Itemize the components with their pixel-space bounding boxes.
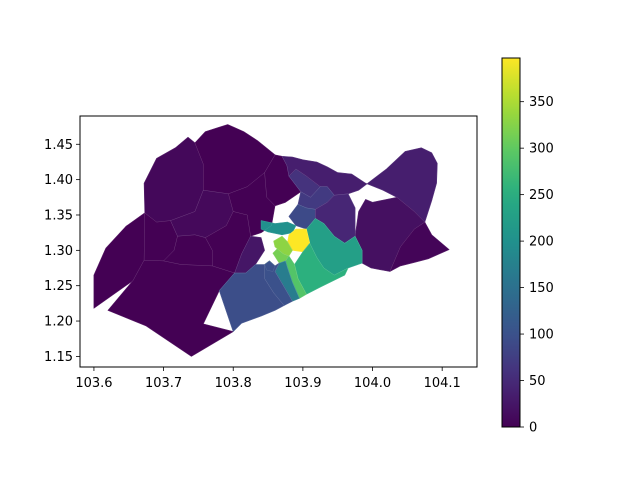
y-tick-label-5: 1.40 (44, 173, 73, 188)
region-border-2 (143, 136, 204, 223)
region-border-5 (143, 212, 178, 262)
colorbar: 0 50 100 150 200 250 300 350 (501, 57, 554, 436)
region-border-7 (170, 189, 234, 238)
x-tick-label-1: 103.7 (145, 376, 182, 391)
region-border-22 (272, 248, 290, 264)
region-border-20 (287, 228, 311, 253)
colorbar-tick-label-0: 0 (529, 421, 537, 436)
axes-frame (79, 115, 478, 368)
map-regions (93, 124, 450, 357)
colorbar-tick-label-1: 50 (529, 374, 546, 389)
x-axis: 103.6 103.7 103.8 103.9 104.0 104.1 (75, 367, 461, 391)
region-border-1 (107, 259, 236, 357)
region-border-9 (228, 172, 276, 237)
x-tick-label-2: 103.8 (215, 376, 252, 391)
region-border-0 (93, 212, 146, 309)
colorbar-tick-label-2: 100 (529, 328, 554, 343)
colorbar-tick-label-3: 150 (529, 281, 554, 296)
colorbar-axis: 0 50 100 150 200 250 300 350 (520, 95, 554, 436)
region-border-23 (294, 242, 349, 295)
x-tick-label-4: 104.0 (354, 376, 391, 391)
colorbar-tick-label-7: 350 (529, 95, 554, 110)
region-border-19 (306, 218, 363, 276)
region-border-26 (264, 260, 276, 272)
region-border-8 (205, 211, 251, 274)
y-tick-label-4: 1.35 (44, 208, 73, 223)
region-border-3 (194, 124, 276, 195)
region-border-27 (264, 260, 293, 306)
region-border-10 (234, 235, 265, 274)
y-tick-label-0: 1.15 (44, 350, 73, 365)
x-tick-label-5: 104.1 (424, 376, 461, 391)
colorbar-tick-label-5: 250 (529, 188, 554, 203)
region-border-21 (273, 235, 293, 257)
region-border-15 (297, 186, 335, 210)
y-tick-label-2: 1.25 (44, 279, 73, 294)
colorbar-frame (501, 57, 521, 428)
region-border-24 (285, 255, 307, 299)
region-border-25 (274, 260, 300, 302)
region-border-16 (288, 204, 316, 230)
region-border-12 (281, 147, 438, 223)
y-axis: 1.15 1.20 1.25 1.30 1.35 1.40 1.45 (44, 138, 80, 365)
colorbar-gradient (502, 58, 520, 427)
region-border-28 (219, 264, 285, 333)
x-tick-label-3: 103.9 (284, 376, 321, 391)
x-tick-label-0: 103.6 (75, 376, 112, 391)
region-border-6 (163, 234, 213, 267)
map-region-21 (273, 235, 293, 257)
region-border-14 (389, 221, 450, 273)
region-border-4 (264, 154, 302, 207)
map-region-28 (219, 264, 285, 332)
region-border-13 (354, 197, 426, 272)
map-region-14 (389, 221, 450, 272)
colorbar-tick-label-6: 300 (529, 142, 554, 157)
colorbar-tick-label-4: 200 (529, 235, 554, 250)
map-region-12 (281, 147, 438, 223)
map-region-18 (260, 220, 297, 236)
y-tick-label-1: 1.20 (44, 315, 73, 330)
region-border-11 (288, 168, 321, 198)
region-border-18 (260, 220, 297, 236)
region-border-17 (315, 193, 356, 244)
map-region-2 (143, 136, 204, 223)
y-tick-label-3: 1.30 (44, 244, 73, 259)
y-tick-label-6: 1.45 (44, 138, 73, 153)
